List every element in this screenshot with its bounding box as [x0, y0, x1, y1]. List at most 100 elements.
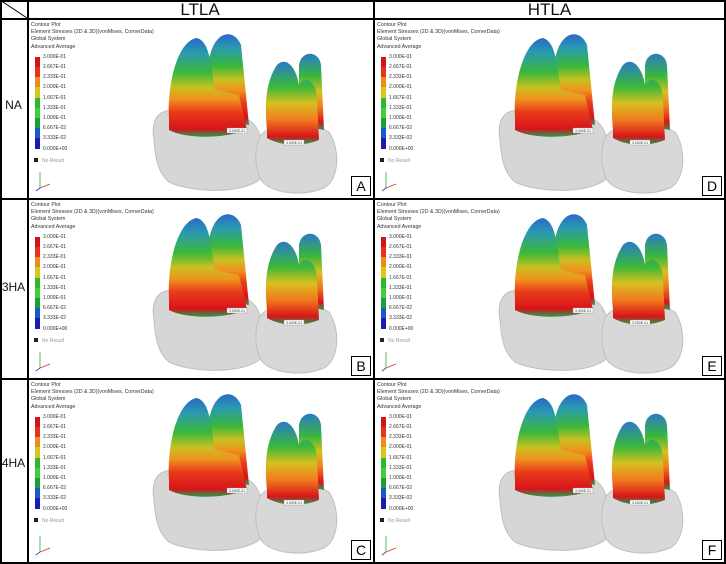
- legend-tick: 1.667E-01: [43, 274, 67, 281]
- legend-tick: 3.333E-02: [389, 315, 413, 322]
- legend-color-band: [35, 236, 40, 247]
- axis-triad-icon: [35, 352, 51, 372]
- legend-tick: 6.667E-02: [389, 125, 413, 132]
- row-header-4ha: 4HA: [1, 456, 26, 470]
- legend-subtitle: Element Stresses (2D & 3D)(vonMises, Cor…: [31, 29, 154, 36]
- legend-color-band: [381, 447, 386, 458]
- legend-tick: 3.000E-01: [389, 413, 413, 420]
- legend-color-band: [381, 287, 386, 298]
- legend-color-band: [35, 457, 40, 468]
- legend-tick: 6.667E-02: [389, 305, 413, 312]
- value-callout: [226, 487, 248, 494]
- legend-color-band: [381, 478, 386, 489]
- legend-tick: 2.000E-01: [389, 444, 413, 451]
- legend-tick: 1.000E-01: [43, 295, 67, 301]
- legend-tick: 3.000E-01: [43, 53, 67, 60]
- border-right: [724, 0, 726, 564]
- legend-tick: 1.667E-01: [43, 454, 67, 461]
- root-buccal-right: [611, 61, 665, 145]
- value-callout-text: 3.000E-01: [575, 309, 591, 313]
- legend-tick: 2.000E-01: [389, 264, 413, 271]
- panel-c: Contour Plot Element Stresses (2D & 3D)(…: [29, 380, 373, 562]
- root-buccal-left: [514, 38, 593, 137]
- legend-system: Global System: [377, 396, 412, 403]
- no-result-label: No Result: [42, 157, 64, 164]
- row-header-na: NA: [5, 98, 22, 112]
- no-result-label: No Result: [42, 337, 64, 344]
- legend-color-band: [381, 97, 386, 108]
- no-result-swatch: [380, 157, 384, 162]
- panel-letter: B: [351, 356, 371, 376]
- value-callout-text: 3.000E-01: [632, 501, 648, 505]
- value-callout: [283, 139, 305, 146]
- contour-legend: Contour Plot Element Stresses (2D & 3D)(…: [31, 382, 154, 524]
- legend-tick: 1.667E-01: [389, 454, 413, 461]
- legend-subtitle: Element Stresses (2D & 3D)(vonMises, Cor…: [31, 389, 154, 396]
- legend-color-band: [35, 267, 40, 278]
- no-result-key: No Result: [380, 337, 410, 345]
- legend-tick: 1.333E-01: [389, 104, 413, 111]
- legend-tick: 3.000E-01: [389, 233, 413, 240]
- value-callout-text: 3.000E-01: [632, 321, 648, 325]
- legend-tick: 2.333E-01: [389, 254, 413, 261]
- legend-tick: 1.000E-01: [389, 475, 413, 481]
- legend-tick: 1.333E-01: [43, 464, 67, 471]
- legend-color-band: [381, 308, 386, 319]
- legend-color-band: [35, 437, 40, 448]
- value-callout: [226, 127, 248, 134]
- grid-line: [0, 18, 726, 20]
- legend-average: Advanced Average: [377, 223, 422, 230]
- legend-system: Global System: [31, 396, 66, 403]
- legend-tick: 1.667E-01: [389, 94, 413, 101]
- no-result-label: No Result: [388, 157, 410, 164]
- legend-color-band: [35, 56, 40, 67]
- legend-color-band: [381, 298, 386, 309]
- legend-color-band: [35, 427, 40, 438]
- axis-triad-icon: [381, 172, 397, 192]
- axis-triad-icon: [35, 536, 51, 556]
- value-callout: [572, 307, 594, 314]
- root-buccal-left: [514, 398, 593, 497]
- legend-average: Advanced Average: [31, 403, 76, 410]
- no-result-key: No Result: [380, 157, 410, 165]
- legend-color-band: [381, 257, 386, 268]
- legend-color-band: [381, 67, 386, 78]
- legend-tick: 1.667E-01: [43, 94, 67, 101]
- legend-color-band: [381, 498, 386, 509]
- value-callout-text: 3.000E-01: [229, 309, 245, 313]
- legend-tick: 2.667E-01: [43, 244, 67, 250]
- legend-tick: 1.333E-01: [389, 464, 413, 471]
- legend-color-band: [35, 247, 40, 258]
- contour-legend: Contour Plot Element Stresses (2D & 3D)(…: [31, 202, 154, 344]
- contour-legend: Contour Plot Element Stresses (2D & 3D)(…: [377, 22, 500, 164]
- legend-system: Global System: [31, 36, 66, 43]
- legend-tick: 3.000E-01: [43, 233, 67, 240]
- legend-color-band: [381, 87, 386, 98]
- panel-b: Contour Plot Element Stresses (2D & 3D)(…: [29, 200, 373, 378]
- panel-letter: E: [702, 356, 722, 376]
- value-callout-text: 3.000E-01: [575, 489, 591, 493]
- legend-color-band: [35, 128, 40, 139]
- panel-letter: C: [351, 540, 371, 560]
- legend-tick: 3.333E-02: [43, 495, 67, 502]
- border-left: [0, 0, 2, 564]
- no-result-key: No Result: [34, 337, 64, 345]
- legend-tick: 2.333E-01: [43, 434, 67, 441]
- value-callout: [283, 499, 305, 506]
- root-buccal-right: [265, 421, 319, 505]
- legend-color-band: [381, 128, 386, 139]
- legend-subtitle: Element Stresses (2D & 3D)(vonMises, Cor…: [377, 29, 500, 36]
- value-callout-text: 3.000E-01: [229, 129, 245, 133]
- grid-line: [0, 378, 726, 380]
- legend-tick: 2.000E-01: [389, 84, 413, 91]
- legend-tick: 1.000E-01: [389, 115, 413, 121]
- no-result-label: No Result: [42, 517, 64, 524]
- legend-color-band: [35, 277, 40, 288]
- legend-average: Advanced Average: [31, 223, 76, 230]
- panel-letter: F: [702, 540, 722, 560]
- legend-tick: 2.333E-01: [389, 74, 413, 81]
- legend-tick: 3.333E-02: [43, 135, 67, 142]
- root-buccal-right: [611, 421, 665, 505]
- value-callout-text: 3.000E-01: [286, 501, 302, 505]
